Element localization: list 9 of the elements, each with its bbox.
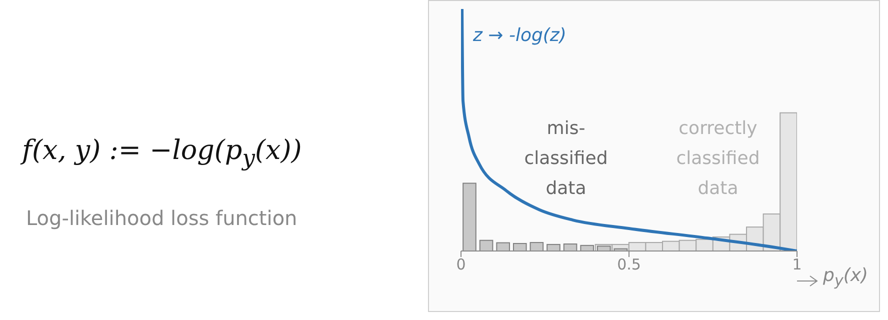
annotation: correctly classified data [675,117,761,201]
x-tick-label: 1 [792,256,802,274]
x-tick-label: 0.5 [617,256,641,274]
text: f(x, y) := −log(p$_{y}$(x)) [22,135,302,174]
x-axis-title: p$_{y}$(x) [823,265,868,290]
text: Log-likelihood loss function [26,205,298,232]
x-tick-label: 0 [456,256,466,274]
series-label: z → -log(z) [473,25,566,46]
annotation: mis- classified data [523,117,609,201]
